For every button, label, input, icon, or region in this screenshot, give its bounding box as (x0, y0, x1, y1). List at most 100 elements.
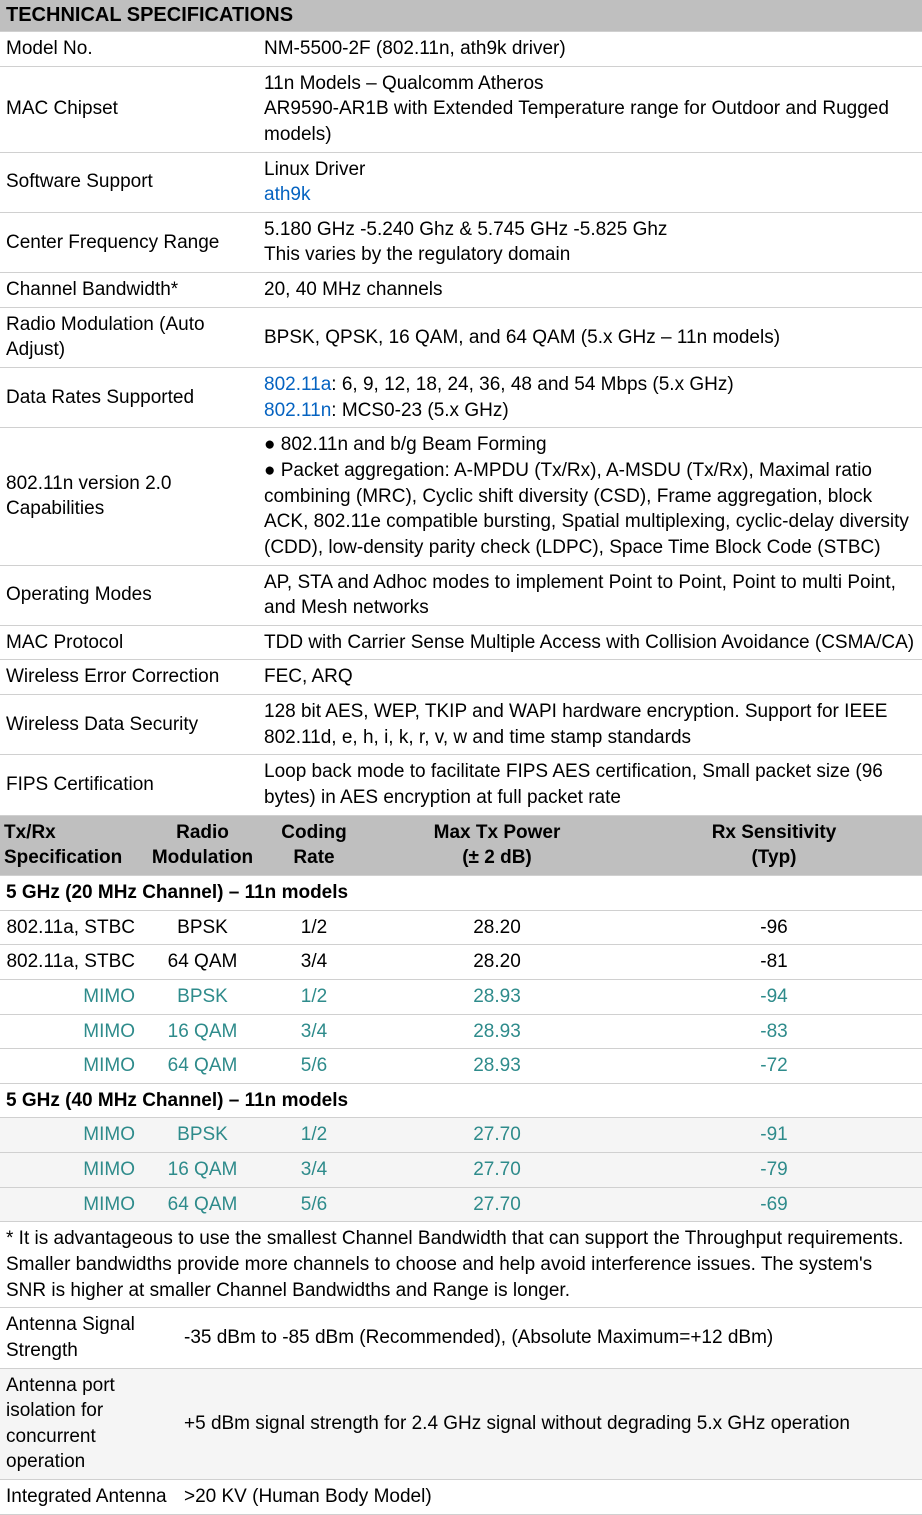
txrx-cell: MIMO (0, 1014, 145, 1049)
spec-row: Wireless Error CorrectionFEC, ARQ (0, 660, 922, 695)
txrx-header-row: Tx/RxSpecification RadioModulation Codin… (0, 816, 922, 876)
bottom-row: Integrated Antenna>20 KV (Human Body Mod… (0, 1480, 922, 1515)
group-header-row: 5 GHz (20 MHz Channel) – 11n models (0, 875, 922, 910)
txrx-cell: MIMO (0, 1187, 145, 1222)
txrx-cell: 5/6 (260, 1187, 368, 1222)
spec-label: Software Support (0, 152, 258, 212)
spec-value: TDD with Carrier Sense Multiple Access w… (258, 625, 922, 660)
txrx-row: MIMO16 QAM3/427.70-79 (0, 1153, 922, 1188)
link[interactable]: ath9k (264, 184, 310, 205)
txrx-cell: 3/4 (260, 945, 368, 980)
txrx-cell: MIMO (0, 1153, 145, 1188)
txrx-cell: BPSK (145, 979, 260, 1014)
txrx-cell: 28.93 (368, 1049, 626, 1084)
txrx-cell: MIMO (0, 1118, 145, 1153)
spec-row: Operating ModesAP, STA and Adhoc modes t… (0, 565, 922, 625)
txrx-cell: -69 (626, 1187, 922, 1222)
spec-value: 802.11a: 6, 9, 12, 18, 24, 36, 48 and 54… (258, 368, 922, 428)
txrx-row: MIMO64 QAM5/628.93-72 (0, 1049, 922, 1084)
hdr-rxsens: Rx Sensitivity(Typ) (626, 816, 922, 876)
spec-label: Operating Modes (0, 565, 258, 625)
spec-value: BPSK, QPSK, 16 QAM, and 64 QAM (5.x GHz … (258, 307, 922, 367)
txrx-cell: -96 (626, 910, 922, 945)
txrx-row: MIMOBPSK1/227.70-91 (0, 1118, 922, 1153)
hdr-modulation: RadioModulation (145, 816, 260, 876)
bottom-label: Integrated Antenna (0, 1480, 178, 1515)
group-header: 5 GHz (40 MHz Channel) – 11n models (0, 1083, 922, 1118)
txrx-row: 802.11a, STBCBPSK1/228.20-96 (0, 910, 922, 945)
txrx-cell: 1/2 (260, 979, 368, 1014)
spec-value: 5.180 GHz -5.240 Ghz & 5.745 GHz -5.825 … (258, 212, 922, 272)
spec-label: Wireless Error Correction (0, 660, 258, 695)
link[interactable]: 802.11a (264, 374, 331, 395)
spec-value: Loop back mode to facilitate FIPS AES ce… (258, 755, 922, 815)
bottom-value: -35 dBm to -85 dBm (Recommended), (Absol… (178, 1308, 922, 1368)
txrx-cell: 802.11a, STBC (0, 945, 145, 980)
txrx-row: MIMO16 QAM3/428.93-83 (0, 1014, 922, 1049)
spec-row: Wireless Data Security128 bit AES, WEP, … (0, 695, 922, 755)
group-header-row: 5 GHz (40 MHz Channel) – 11n models (0, 1083, 922, 1118)
spec-row: MAC ProtocolTDD with Carrier Sense Multi… (0, 625, 922, 660)
spec-value: 128 bit AES, WEP, TKIP and WAPI hardware… (258, 695, 922, 755)
txrx-row: MIMOBPSK1/228.93-94 (0, 979, 922, 1014)
footnote: * It is advantageous to use the smallest… (0, 1222, 922, 1308)
bottom-row: Antenna port isolation for concurrent op… (0, 1368, 922, 1480)
txrx-cell: MIMO (0, 1049, 145, 1084)
spec-value: NM-5500-2F (802.11n, ath9k driver) (258, 32, 922, 66)
txrx-cell: -81 (626, 945, 922, 980)
bottom-table: Antenna Signal Strength-35 dBm to -85 dB… (0, 1308, 922, 1514)
section-title: TECHNICAL SPECIFICATIONS (0, 0, 922, 32)
txrx-cell: MIMO (0, 979, 145, 1014)
txrx-cell: BPSK (145, 910, 260, 945)
spec-label: 802.11n version 2.0 Capabilities (0, 428, 258, 565)
txrx-cell: 28.93 (368, 979, 626, 1014)
txrx-cell: 802.11a, STBC (0, 910, 145, 945)
bottom-value: +5 dBm signal strength for 2.4 GHz signa… (178, 1368, 922, 1480)
spec-value: 20, 40 MHz channels (258, 273, 922, 308)
txrx-cell: 28.20 (368, 945, 626, 980)
spec-row: Model No.NM-5500-2F (802.11n, ath9k driv… (0, 32, 922, 66)
spec-row: Channel Bandwidth*20, 40 MHz channels (0, 273, 922, 308)
txrx-cell: 27.70 (368, 1153, 626, 1188)
link[interactable]: 802.11n (264, 400, 331, 421)
txrx-cell: 16 QAM (145, 1153, 260, 1188)
hdr-txrx: Tx/RxSpecification (0, 816, 145, 876)
txrx-cell: 1/2 (260, 910, 368, 945)
txrx-table: Tx/RxSpecification RadioModulation Codin… (0, 816, 922, 1309)
txrx-cell: -79 (626, 1153, 922, 1188)
spec-value: Linux Driverath9k (258, 152, 922, 212)
group-header: 5 GHz (20 MHz Channel) – 11n models (0, 875, 922, 910)
bottom-value: >20 KV (Human Body Model) (178, 1480, 922, 1515)
spec-value: 11n Models – Qualcomm AtherosAR9590-AR1B… (258, 66, 922, 152)
spec-label: FIPS Certification (0, 755, 258, 815)
txrx-cell: 1/2 (260, 1118, 368, 1153)
spec-row: Radio Modulation (Auto Adjust)BPSK, QPSK… (0, 307, 922, 367)
spec-label: MAC Chipset (0, 66, 258, 152)
txrx-cell: 64 QAM (145, 1187, 260, 1222)
specs-table: Model No.NM-5500-2F (802.11n, ath9k driv… (0, 32, 922, 816)
spec-row: 802.11n version 2.0 Capabilities● 802.11… (0, 428, 922, 565)
txrx-cell: 28.93 (368, 1014, 626, 1049)
spec-label: Channel Bandwidth* (0, 273, 258, 308)
spec-row: Software SupportLinux Driverath9k (0, 152, 922, 212)
txrx-cell: -83 (626, 1014, 922, 1049)
footnote-row: * It is advantageous to use the smallest… (0, 1222, 922, 1308)
spec-value: ● 802.11n and b/g Beam Forming● Packet a… (258, 428, 922, 565)
spec-label: Center Frequency Range (0, 212, 258, 272)
bottom-label: Antenna port isolation for concurrent op… (0, 1368, 178, 1480)
bottom-row: Antenna Signal Strength-35 dBm to -85 dB… (0, 1308, 922, 1368)
txrx-row: MIMO64 QAM5/627.70-69 (0, 1187, 922, 1222)
txrx-cell: 16 QAM (145, 1014, 260, 1049)
txrx-cell: 27.70 (368, 1187, 626, 1222)
spec-row: MAC Chipset11n Models – Qualcomm Atheros… (0, 66, 922, 152)
txrx-cell: 3/4 (260, 1153, 368, 1188)
txrx-cell: 28.20 (368, 910, 626, 945)
hdr-txpower: Max Tx Power(± 2 dB) (368, 816, 626, 876)
txrx-cell: -91 (626, 1118, 922, 1153)
txrx-cell: 3/4 (260, 1014, 368, 1049)
hdr-coding: CodingRate (260, 816, 368, 876)
spec-value: AP, STA and Adhoc modes to implement Poi… (258, 565, 922, 625)
spec-label: Model No. (0, 32, 258, 66)
spec-label: Radio Modulation (Auto Adjust) (0, 307, 258, 367)
txrx-cell: 64 QAM (145, 945, 260, 980)
